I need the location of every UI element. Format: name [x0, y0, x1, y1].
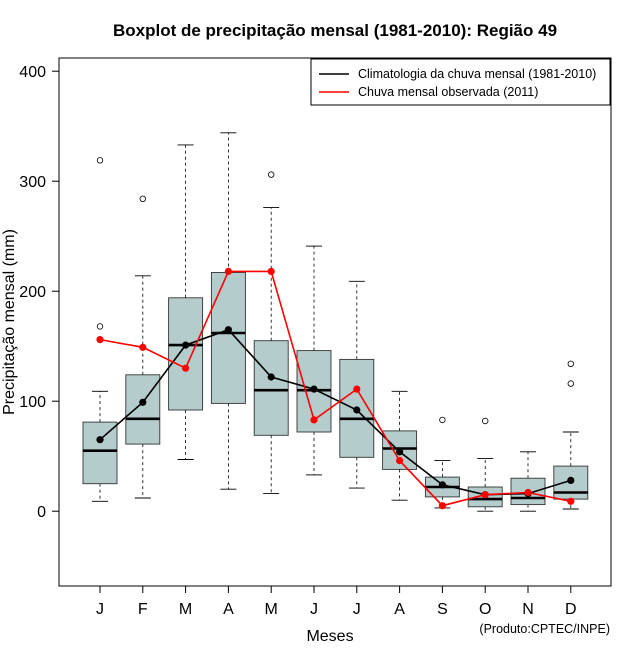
y-tick-label: 300 — [19, 174, 46, 191]
observed-point — [224, 267, 232, 275]
x-tick-label: F — [138, 601, 148, 618]
legend-label-observed: Chuva mensal observada (2011) — [358, 85, 538, 99]
outlier-point — [139, 195, 146, 202]
x-tick-label: M — [179, 601, 192, 618]
observed-point — [310, 416, 318, 424]
climatology-point — [267, 373, 275, 381]
outlier-point — [268, 171, 275, 178]
legend-box — [310, 58, 611, 106]
chart-title: Boxplot de precipitação mensal (1981-201… — [113, 21, 557, 40]
y-tick-label: 100 — [19, 394, 46, 411]
climatology-point — [567, 476, 575, 484]
legend: Climatologia da chuva mensal (1981-2010)… — [310, 58, 611, 106]
legend-label-climatology: Climatologia da chuva mensal (1981-2010) — [358, 67, 596, 81]
outlier-point — [482, 417, 489, 425]
series-layer — [96, 267, 575, 510]
x-tick-label: O — [479, 601, 491, 618]
outlier-point — [96, 323, 104, 330]
y-tick-label: 200 — [19, 284, 46, 301]
boxes-layer — [82, 132, 589, 512]
outlier-point — [567, 360, 574, 367]
outlier-point — [439, 416, 446, 424]
box — [168, 297, 204, 411]
observed-point — [481, 491, 489, 499]
x-tick-label: D — [565, 601, 577, 618]
observed-point — [524, 488, 532, 497]
x-tick-label: M — [265, 601, 278, 618]
plot-frame — [58, 57, 612, 587]
climatology-point — [182, 341, 190, 349]
observed-point — [396, 457, 404, 465]
y-tick-label: 0 — [37, 504, 46, 521]
observed-point — [139, 343, 147, 351]
x-tick-label: N — [522, 601, 534, 618]
x-axis-label: Meses — [306, 628, 353, 645]
x-tick-label: S — [437, 601, 448, 618]
observed-point — [438, 502, 446, 510]
credit-text: (Produto:CPTEC/INPE) — [479, 622, 610, 636]
climatology-point — [139, 398, 147, 406]
observed-point — [96, 336, 104, 344]
y-axis: 0 100 200 300 400 — [19, 64, 59, 521]
y-tick-label: 400 — [19, 64, 46, 81]
x-tick-label: J — [353, 601, 361, 618]
box — [82, 421, 118, 485]
box — [253, 340, 289, 436]
outlier-point — [96, 157, 104, 164]
x-tick-label: A — [394, 601, 405, 618]
x-tick-label: J — [96, 601, 104, 618]
climatology-point — [438, 481, 446, 489]
climatology-point — [396, 448, 404, 456]
climatology-point — [353, 406, 361, 414]
y-axis-label: Precipitação mensal (mm) — [1, 229, 18, 415]
observed-point — [567, 497, 575, 505]
observed-line — [99, 270, 571, 507]
x-tick-label: J — [310, 601, 318, 618]
observed-point — [267, 267, 275, 275]
observed-point — [182, 364, 190, 372]
observed-point — [353, 385, 361, 393]
climatology-point — [96, 436, 104, 444]
box — [210, 272, 246, 404]
x-tick-label: A — [223, 601, 234, 618]
climatology-point — [310, 385, 318, 393]
outlier-point — [567, 380, 574, 387]
climatology-point — [224, 326, 232, 334]
